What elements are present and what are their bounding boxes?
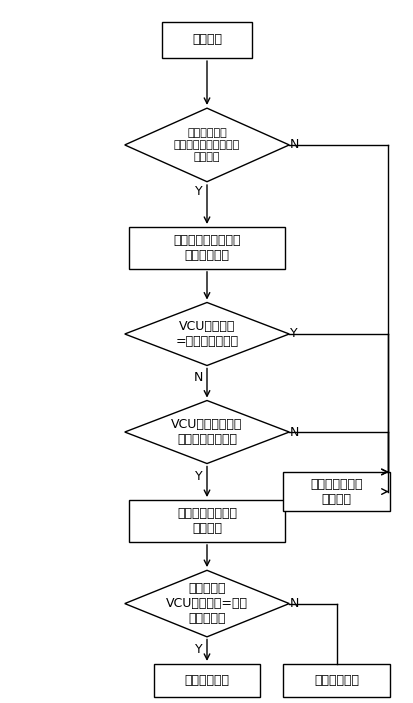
Text: VCU判断是否满足
行驶模式切换条件: VCU判断是否满足 行驶模式切换条件 xyxy=(171,418,242,446)
Text: 切换至手动选定的
行驶模式: 切换至手动选定的 行驶模式 xyxy=(177,507,236,535)
Text: 按当前行驶模式
继续行驶: 按当前行驶模式 继续行驶 xyxy=(309,477,362,505)
Polygon shape xyxy=(124,401,289,463)
FancyBboxPatch shape xyxy=(153,664,260,697)
Text: N: N xyxy=(290,425,299,439)
Text: N: N xyxy=(290,138,299,151)
Text: 模式切换成功: 模式切换成功 xyxy=(184,674,229,687)
Polygon shape xyxy=(124,108,289,181)
Text: VCU当前模式
=仪表请求模式？: VCU当前模式 =仪表请求模式？ xyxy=(175,320,238,348)
Polygon shape xyxy=(124,570,289,637)
Text: 仪表判断是否
满足行驶模式切换界面
进入条件: 仪表判断是否 满足行驶模式切换界面 进入条件 xyxy=(173,129,240,162)
Text: 模式切换后
VCU当前模式=仪表
请求模式？: 模式切换后 VCU当前模式=仪表 请求模式？ xyxy=(166,582,247,625)
Text: 车辆上电: 车辆上电 xyxy=(192,34,221,46)
Text: N: N xyxy=(290,597,299,610)
Text: Y: Y xyxy=(195,470,202,483)
FancyBboxPatch shape xyxy=(282,472,389,511)
FancyBboxPatch shape xyxy=(161,22,252,58)
Text: Y: Y xyxy=(195,186,202,198)
Text: Y: Y xyxy=(195,643,202,656)
FancyBboxPatch shape xyxy=(282,664,389,697)
Text: 在行驶模式界面手动
选定行驶模式: 在行驶模式界面手动 选定行驶模式 xyxy=(173,234,240,262)
Text: Y: Y xyxy=(290,328,297,340)
FancyBboxPatch shape xyxy=(128,227,285,269)
FancyBboxPatch shape xyxy=(128,500,285,542)
Text: 模式切换失败: 模式切换失败 xyxy=(313,674,358,687)
Text: N: N xyxy=(193,371,202,384)
Polygon shape xyxy=(124,302,289,366)
